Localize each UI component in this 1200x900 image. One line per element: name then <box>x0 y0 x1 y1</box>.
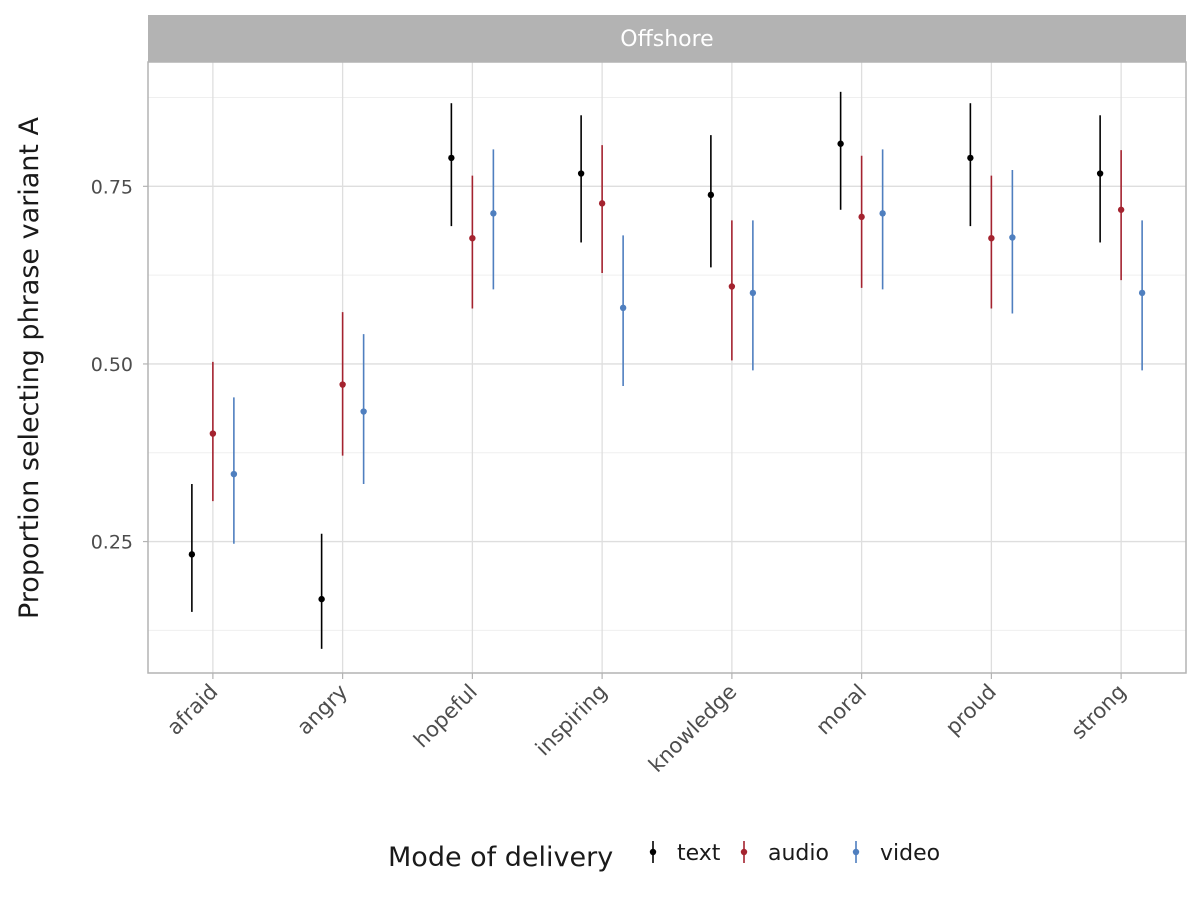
legend-key-point-text <box>649 848 657 856</box>
point-video-hopeful <box>490 210 497 217</box>
x-tick-label: proud <box>941 680 1001 740</box>
point-text-afraid <box>188 551 196 558</box>
point-audio-inspiring <box>598 200 606 207</box>
point-video-afraid <box>230 470 238 478</box>
point-audio-strong <box>1117 206 1125 213</box>
point-audio-knowledge <box>728 283 736 290</box>
facet-strip <box>148 15 1186 62</box>
point-audio-moral <box>858 213 865 221</box>
point-audio-afraid <box>209 430 217 437</box>
x-tick-label: angry <box>292 680 352 740</box>
y-axis-title: Proportion selecting phrase variant A <box>14 116 45 619</box>
legend-label-audio: audio <box>768 841 829 866</box>
point-video-inspiring <box>619 304 627 312</box>
point-text-proud <box>967 154 974 162</box>
point-audio-hopeful <box>469 234 476 242</box>
point-video-moral <box>879 210 886 217</box>
point-text-inspiring <box>577 170 585 177</box>
legend-title: Mode of delivery <box>388 842 613 873</box>
point-text-angry <box>318 595 325 603</box>
x-tick-label: afraid <box>162 680 222 740</box>
legend-label-video: video <box>880 841 940 866</box>
panel-border <box>147 61 1187 674</box>
point-text-moral <box>837 140 844 147</box>
y-tick-label: 0.25 <box>91 532 133 554</box>
point-audio-angry <box>339 381 346 388</box>
point-text-hopeful <box>448 154 455 162</box>
point-video-knowledge <box>749 289 757 297</box>
legend-key-point-video <box>852 848 860 856</box>
facet-strip-label: Offshore <box>620 27 713 52</box>
y-axis-ticks: 0.25 0.50 0.75 <box>91 176 148 554</box>
x-tick-label: knowledge <box>644 680 741 777</box>
point-video-angry <box>360 408 367 415</box>
data-marks <box>188 91 1146 649</box>
y-tick-label: 0.75 <box>91 176 133 198</box>
x-tick-label: inspiring <box>531 680 612 761</box>
point-video-strong <box>1138 289 1146 297</box>
x-tick-label: moral <box>811 680 871 740</box>
point-text-knowledge <box>707 191 715 199</box>
point-text-strong <box>1096 170 1104 177</box>
legend-key-point-audio <box>740 848 748 856</box>
y-tick-label: 0.50 <box>91 354 133 376</box>
x-axis-ticks: afraid angry hopeful inspiring knowledge mora… <box>162 673 1131 777</box>
x-tick-label: hopeful <box>409 680 482 753</box>
point-audio-proud <box>988 234 995 242</box>
plot-panel <box>148 62 1186 673</box>
legend: Mode of delivery text audio video <box>388 841 940 873</box>
point-video-proud <box>1009 234 1016 241</box>
legend-label-text: text <box>677 841 721 866</box>
x-tick-label: strong <box>1066 680 1130 744</box>
